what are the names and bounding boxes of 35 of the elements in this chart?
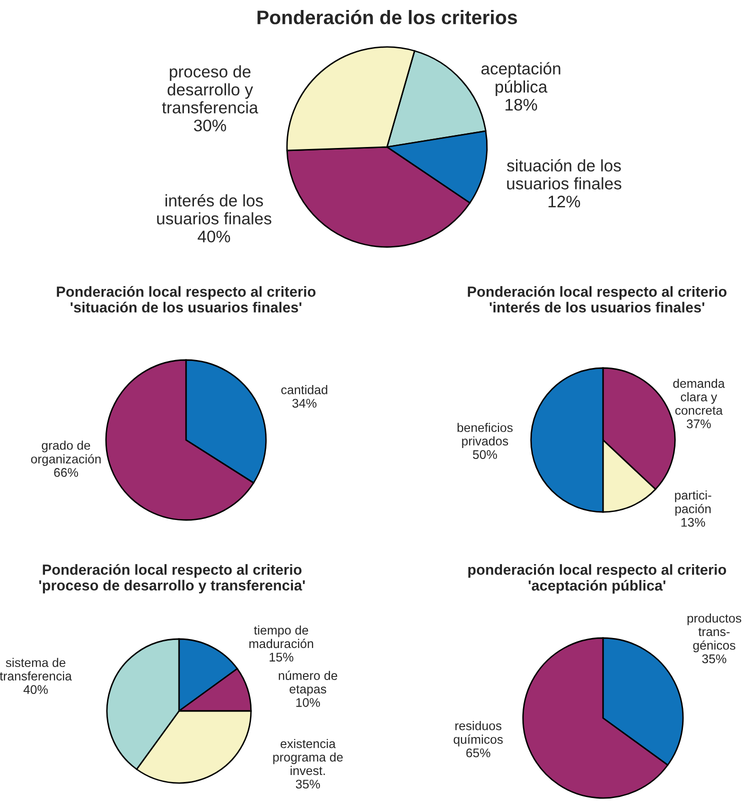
chart-title: Ponderación local respecto al criterio 'situación de los usuarios finales' (56, 286, 316, 313)
slice-label: existencia programa de invest. (273, 738, 343, 776)
data-label: 40% (198, 230, 230, 242)
slice-label: productos trans- génicos (688, 613, 742, 652)
data-label: 13% (681, 518, 706, 527)
data-label: 18% (506, 98, 538, 111)
slice-label: situación de los usuarios finales (507, 159, 622, 190)
slice-label: cantidad (281, 385, 328, 394)
chart-title: ponderación local respecto al criterio 'aceptación pública' (468, 564, 726, 594)
data-label: 50% (472, 450, 497, 459)
slice-label: interés de los usuarios finales (157, 194, 272, 224)
data-label: 34% (292, 398, 316, 408)
slice-label: aceptación pública (481, 62, 560, 96)
slice-label: proceso de desarrollo y transferencia (162, 65, 258, 114)
slice-label: residuos químicos (454, 721, 503, 746)
data-label: 65% (466, 748, 490, 758)
data-label: 15% (270, 652, 294, 662)
data-label: 35% (296, 780, 320, 789)
data-label: 10% (296, 698, 320, 707)
chart-title: Ponderación de los criterios (258, 10, 517, 24)
chart-title: Ponderación local respecto al criterio 'proceso de desarrollo y transferencia' (39, 564, 305, 594)
data-label: 35% (702, 654, 726, 664)
slice-label: tiempo de maduración (249, 625, 314, 648)
slice-label: demanda clara y concreta (673, 378, 725, 415)
slice-label: grado de organización (31, 440, 101, 466)
data-label: 37% (686, 419, 711, 428)
slice-label: sistema de transferencia (0, 658, 72, 681)
slice-label: partici- pación (675, 490, 712, 516)
data-label: 12% (548, 196, 580, 208)
slice-label: número de etapas (278, 670, 338, 696)
data-label: 66% (54, 468, 78, 477)
data-label: 40% (24, 685, 48, 694)
slice-label: beneficios privados (458, 422, 513, 448)
data-label: 30% (194, 120, 226, 132)
chart-title: Ponderación local respecto al criterio 'interés de los usuarios finales' (468, 286, 727, 313)
